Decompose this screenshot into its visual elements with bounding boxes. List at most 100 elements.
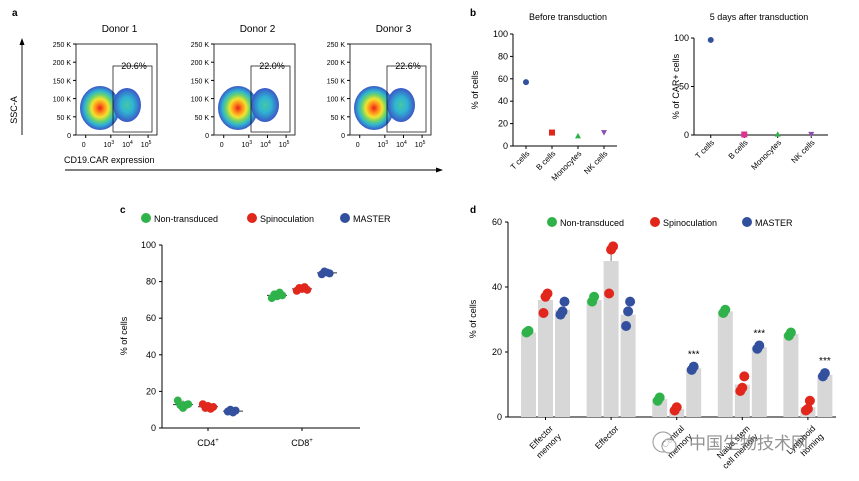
y-tick-label: 40 (498, 96, 508, 106)
significance-marker: *** (688, 350, 700, 361)
point-master (623, 306, 634, 317)
y-axis-label: % of cells (119, 316, 129, 355)
y-tick-label: 50 K (195, 115, 210, 122)
gate-percent: 22.0% (259, 61, 285, 71)
x-tick-label: 105 (141, 140, 152, 149)
legend-label-spinoculation: Spinoculation (260, 214, 314, 224)
point-monocytes (575, 132, 581, 139)
point-monocytes (774, 131, 781, 137)
panel-b-5-days-after-transduction: 5 days after transduction 0 50 100 % of CAR+… (671, 12, 828, 172)
flow-plot-frame (349, 43, 432, 136)
point-master (625, 296, 636, 307)
plot-title: Before transduction (529, 12, 607, 22)
y-tick-label: 100 K (327, 97, 346, 104)
panel-a: a Donor 1 0 50 K 100 K 150 K 200 K 250 K 0 103 104… (9, 8, 443, 173)
legend-marker-non-transduced (141, 213, 151, 223)
bar-naive-stem-cell-memory-master (751, 347, 767, 417)
x-tick-label: 105 (415, 140, 426, 149)
y-axis-label: % of cells (470, 70, 480, 109)
plot-title: 5 days after transduction (710, 12, 809, 22)
y-tick-label: 0 (67, 133, 71, 140)
density-population-negative (354, 86, 394, 130)
density-population-positive (251, 88, 279, 122)
point-master (557, 306, 568, 317)
x-tick-label: 0 (356, 142, 360, 149)
x-tick-exponent: 4 (404, 140, 407, 146)
x-tick-label: 104 (396, 140, 407, 149)
panel-label-b: b (470, 8, 476, 19)
x-tick-label-nk-cells: NK cells (582, 149, 609, 176)
legend-marker-spinoculation (247, 213, 257, 223)
flow-y-label: SSC-A (9, 96, 19, 124)
panel-label-c: c (120, 205, 126, 216)
y-axis-label: % of cells (468, 299, 478, 338)
y-tick-label: 0 (503, 141, 508, 151)
panel-b-before-transduction: Before transduction 0 20 40 60 80 100 % of cell… (470, 12, 617, 183)
flow-plot-frame (75, 43, 158, 136)
point-master (325, 269, 334, 278)
x-tick-label-nk-cells: NK cells (790, 138, 817, 165)
x-tick-exponent: 5 (423, 140, 426, 146)
significance-marker: *** (819, 356, 831, 367)
y-tick-label: 60 (492, 217, 502, 227)
flow-y-arrowhead (19, 38, 25, 45)
point-non-transduced (720, 304, 731, 315)
point-spinoculation (604, 288, 615, 299)
point-non-transduced (523, 325, 534, 336)
point-master (819, 368, 830, 379)
y-tick-label: 50 K (331, 115, 346, 122)
point-master (621, 321, 632, 331)
point-master (688, 361, 699, 372)
x-tick-exponent: 4 (130, 140, 133, 146)
point-spinoculation (542, 288, 553, 299)
watermark: 中国生物技术网 (652, 431, 808, 454)
panel-label-d: d (470, 205, 476, 216)
group-label-cd4: CD4+ (197, 438, 219, 448)
flow-plot-frame (213, 43, 296, 136)
y-tick-label: 200 K (53, 60, 72, 67)
x-tick-exponent: 3 (385, 140, 388, 146)
gate-percent: 22.6% (395, 61, 421, 71)
y-tick-label: 20 (498, 119, 508, 129)
y-tick-label: 100 K (191, 97, 210, 104)
car-positive-gate (386, 65, 427, 133)
x-tick-label: 103 (104, 140, 115, 149)
y-tick-label: 200 K (191, 60, 210, 67)
y-tick-label: 100 (141, 240, 156, 250)
legend-marker-master (340, 213, 350, 223)
x-tick-exponent: 5 (149, 140, 152, 146)
point-spinoculation (538, 308, 549, 318)
y-tick-label: 250 K (191, 42, 210, 49)
car-positive-gate (112, 65, 153, 133)
bar-effector-master (620, 314, 636, 417)
group-label-superscript: + (215, 438, 219, 444)
point-non-transduced (184, 400, 193, 409)
group-label-superscript: + (309, 438, 313, 444)
x-tick-label: 103 (242, 140, 253, 149)
density-population-negative (80, 86, 120, 130)
y-tick-label: 150 K (327, 78, 346, 85)
point-spinoculation (209, 402, 218, 411)
bar-lymphoid-homing-master (817, 374, 833, 417)
y-tick-label: 250 K (327, 42, 346, 49)
bar-effector-spinoculation (603, 261, 619, 417)
y-tick-label: 0 (205, 133, 209, 140)
bar-effector-memory-master (555, 309, 570, 417)
legend-marker-master (742, 217, 752, 227)
flow-plot-title: Donor 3 (376, 24, 412, 35)
y-tick-label: 100 (674, 33, 689, 43)
y-tick-label: 0 (497, 412, 502, 422)
y-tick-label: 20 (492, 347, 502, 357)
bar-effector-non-transduced (586, 300, 602, 417)
car-positive-gate (250, 65, 291, 133)
point-nk-cells (601, 130, 607, 136)
y-tick-label: 150 K (191, 78, 210, 85)
flow-x-label: CD19.CAR expression (64, 155, 155, 165)
y-tick-label: 60 (146, 313, 156, 323)
y-tick-label: 0 (684, 130, 689, 140)
y-tick-label: 60 (498, 74, 508, 84)
x-tick-label-b-cells: B cells (534, 149, 557, 172)
point-t-cells (523, 79, 529, 86)
point-non-transduced (589, 291, 600, 302)
point-spinoculation (804, 395, 815, 406)
